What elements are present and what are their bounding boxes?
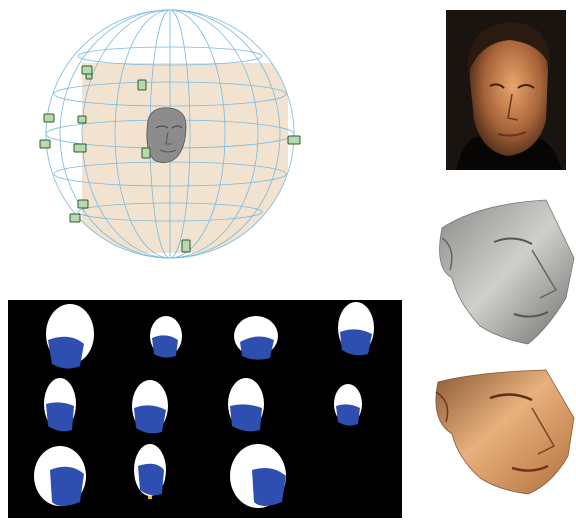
- head-silhouette: [228, 378, 264, 432]
- camera-sphere-diagram: [39, 9, 301, 259]
- head-silhouette: [44, 378, 76, 432]
- head-silhouette: [230, 444, 286, 508]
- camera-icon: [69, 213, 81, 223]
- textured-reconstruction: [428, 368, 576, 498]
- camera-icon: [85, 73, 93, 80]
- camera-icon: [73, 143, 87, 153]
- camera-icon: [141, 147, 151, 159]
- camera-sphere-panel: [30, 8, 312, 270]
- head-silhouette: [34, 446, 86, 506]
- head-silhouette: [134, 444, 166, 499]
- camera-icon: [77, 115, 87, 124]
- silhouette-grid: [8, 300, 402, 518]
- head-silhouette: [132, 380, 168, 434]
- camera-icon: [77, 199, 89, 209]
- textured-face-render: [435, 369, 575, 495]
- input-photo: [446, 10, 566, 170]
- backdrop-plane: [82, 63, 288, 253]
- camera-icon: [81, 65, 93, 75]
- head-silhouette: [338, 302, 374, 356]
- head-silhouette: [234, 316, 278, 360]
- gray-face-render: [439, 199, 575, 345]
- camera-icon: [39, 139, 51, 149]
- face-model: [146, 107, 187, 163]
- head-silhouette: [150, 316, 182, 358]
- camera-icon: [181, 239, 191, 253]
- head-silhouette: [334, 384, 362, 426]
- shaded-reconstruction: [428, 198, 576, 348]
- camera-icon: [287, 135, 301, 145]
- silhouette-grid-image: [34, 302, 374, 508]
- face-photo-image: [446, 10, 566, 170]
- camera-icon: [137, 79, 147, 91]
- camera-icon: [43, 113, 55, 123]
- head-silhouette: [46, 304, 94, 369]
